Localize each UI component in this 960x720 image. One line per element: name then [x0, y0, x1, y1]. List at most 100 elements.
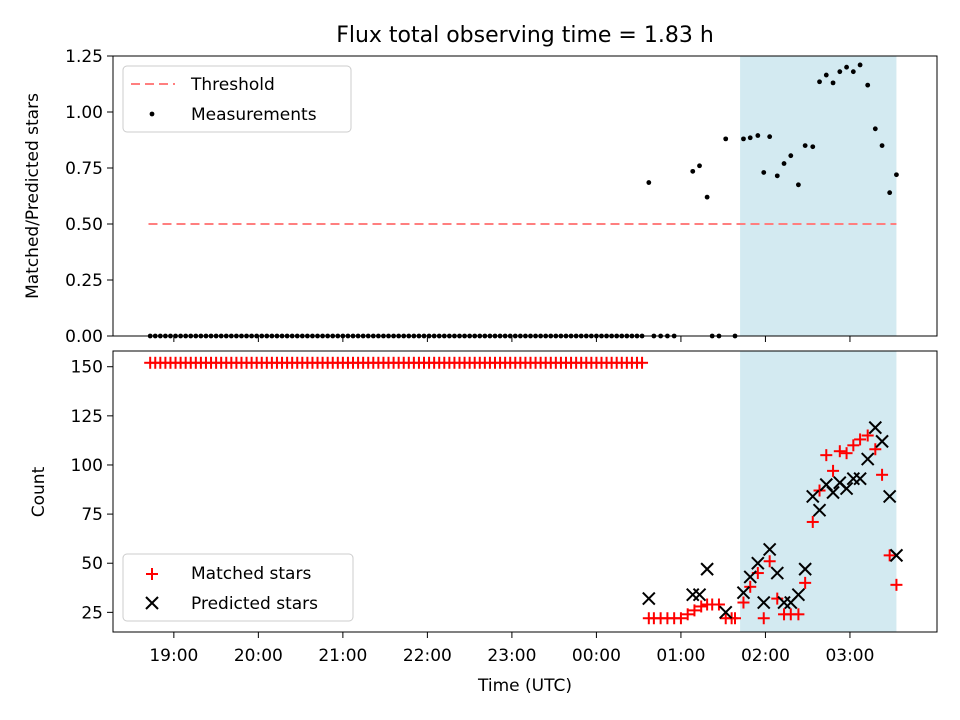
top-panel: 0.00 0.25 0.50 0.75 1.00 1.25 Matched/Predict…: [23, 47, 938, 347]
top-y-tick-label: 0.00: [65, 327, 103, 347]
measurement-point: [857, 62, 863, 68]
top-legend-box: [122, 65, 352, 133]
bottom-y-tick-label: 100: [71, 456, 103, 476]
matched-star-point: [674, 612, 687, 625]
matched-star-point: [840, 447, 853, 460]
matched-star-point: [688, 604, 701, 617]
x-tick-label: 19:00: [149, 646, 198, 666]
bottom-panel: 25 50 75 100 125 150 19:00 20:00 21:00 22:00 23:0…: [29, 350, 938, 696]
top-y-tick-label: 0.25: [65, 271, 103, 291]
matched-star-point: [799, 576, 812, 589]
measurement-point: [887, 190, 893, 196]
top-y-axis-label: Matched/Predicted stars: [23, 93, 43, 299]
predicted-star-point: [770, 566, 784, 580]
predicted-star-point: [798, 562, 812, 576]
measurement-point: [704, 194, 710, 200]
matched-star-point: [827, 464, 840, 477]
measurement-point: [723, 136, 729, 142]
legend-threshold-label: Threshold: [190, 75, 275, 95]
predicted-star-point: [868, 420, 883, 435]
top-y-tick-label: 0.50: [65, 215, 103, 235]
bottom-y-tick-label: 50: [81, 554, 103, 574]
measurement-point: [823, 72, 829, 78]
measurement-point: [865, 82, 871, 88]
measurement-point: [747, 135, 753, 141]
measurement-point: [830, 80, 836, 86]
count-points: [144, 356, 904, 625]
matched-star-point: [695, 600, 708, 613]
x-tick-label: 21:00: [318, 646, 367, 666]
top-y-tick-label: 1.25: [65, 47, 103, 67]
measurement-point: [690, 168, 696, 174]
matched-star-point: [833, 445, 846, 458]
predicted-star-point: [839, 481, 854, 496]
matched-star-point: [737, 596, 750, 609]
predicted-star-point: [692, 587, 707, 602]
measurement-point: [894, 172, 899, 178]
measurement-point: [850, 69, 856, 75]
predicted-star-point: [889, 548, 904, 563]
bottom-y-axis: 25 50 75 100 125 150: [71, 358, 113, 623]
bottom-y-axis-label: Count: [29, 466, 49, 517]
matched-star-point: [883, 549, 896, 562]
matched-star-point: [813, 484, 826, 497]
matched-star-point: [890, 578, 903, 591]
measurement-point: [741, 136, 746, 142]
bottom-legend-box: [122, 553, 354, 622]
x-tick-label: 02:00: [741, 646, 790, 666]
measurement-point: [810, 144, 816, 150]
x-axis-label: Time (UTC): [477, 676, 572, 696]
measurement-point: [802, 143, 808, 149]
predicted-star-point: [826, 485, 840, 500]
predicted-star-point: [757, 595, 771, 610]
top-y-axis: 0.00 0.25 0.50 0.75 1.00 1.25: [65, 47, 113, 347]
predicted-star-point: [806, 489, 820, 504]
predicted-star-point: [642, 591, 656, 606]
bottom-legend: Matched stars Predicted stars: [122, 553, 354, 622]
predicted-star-point: [875, 434, 889, 449]
measurement-point: [788, 153, 794, 159]
bottom-y-tick-label: 75: [81, 505, 103, 525]
x-tick-label: 23:00: [487, 646, 536, 666]
x-tick-label: 03:00: [825, 646, 874, 666]
matched-star-point: [806, 515, 819, 528]
predicted-star-point: [882, 489, 897, 504]
top-shaded-region: [740, 56, 897, 336]
matched-star-point: [876, 468, 889, 481]
legend-predicted-swatch: [145, 596, 159, 610]
top-legend: Threshold Measurements: [122, 65, 352, 133]
legend-measurements-label: Measurements: [191, 105, 317, 125]
matched-star-point: [792, 608, 805, 621]
matched-star-point: [861, 429, 874, 442]
matched-star-point: [763, 555, 776, 568]
top-y-tick-label: 1.00: [65, 103, 103, 123]
legend-matched-swatch: [146, 568, 158, 580]
measurement-point: [767, 134, 773, 140]
measurement-point: [879, 143, 885, 149]
measurement-point: [837, 69, 843, 75]
matched-star-point: [681, 608, 694, 621]
matched-star-point: [757, 612, 770, 625]
x-tick-label: 22:00: [403, 646, 452, 666]
top-y-tick-label: 0.75: [65, 159, 103, 179]
predicted-star-point: [762, 542, 777, 557]
legend-matched-label: Matched stars: [191, 564, 311, 584]
measurement-point: [697, 163, 702, 169]
matched-star-point: [744, 580, 757, 593]
legend-predicted-label: Predicted stars: [191, 594, 318, 614]
matched-star-point: [869, 443, 882, 456]
x-tick-label: 00:00: [572, 646, 621, 666]
x-tick-label: 01:00: [656, 646, 705, 666]
bottom-x-axis: 19:00 20:00 21:00 22:00 23:00 00:00 01:00 02:00…: [149, 632, 874, 666]
matched-star-point: [847, 439, 860, 452]
measurement-point: [774, 173, 780, 179]
matched-star-point: [820, 449, 833, 462]
predicted-star-point: [700, 562, 714, 576]
top-plot-frame: [112, 55, 938, 337]
measurement-point: [781, 161, 787, 166]
matched-star-point: [712, 598, 725, 611]
matched-star-point: [636, 356, 649, 369]
predicted-star-point: [751, 556, 765, 570]
predicted-star-point: [853, 472, 867, 486]
